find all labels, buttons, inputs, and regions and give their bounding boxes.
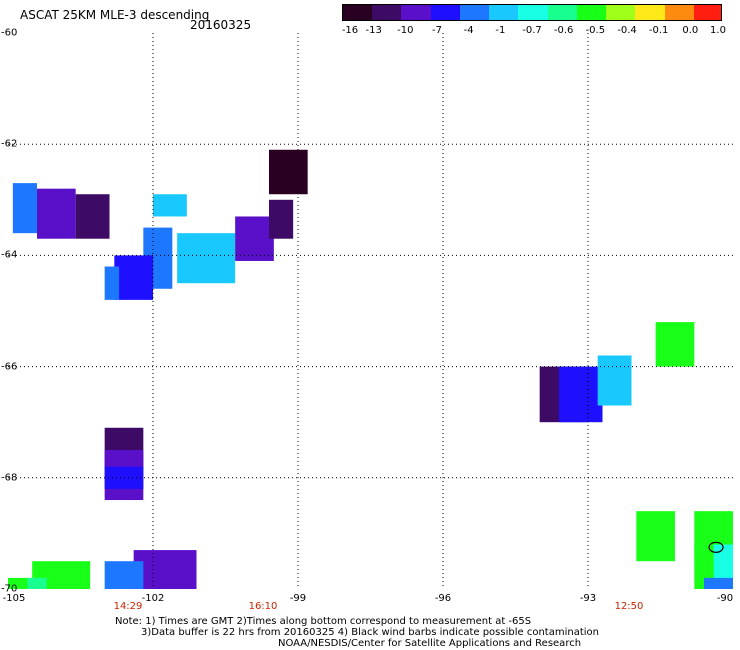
note-line-2: 3)Data buffer is 22 hrs from 20160325 4)… <box>141 627 599 638</box>
wind-cell <box>37 188 76 239</box>
wind-cell <box>597 355 632 406</box>
wind-cell <box>655 322 695 367</box>
wind-cell <box>559 366 603 423</box>
wind-cell <box>114 255 153 300</box>
latitude-tick-label: -62 <box>1 138 18 150</box>
colorbar-tick-label: -0.7 <box>522 25 542 36</box>
colorbar-segment <box>372 5 403 20</box>
note-line-1: Note: 1) Times are GMT 2)Times along bot… <box>115 616 532 627</box>
colorbar-segment <box>693 5 721 20</box>
wind-cell <box>153 194 187 217</box>
pass-time-label: 16:10 <box>248 601 278 612</box>
colorbar-tick-label: -0.6 <box>553 25 574 36</box>
colorbar-segment <box>459 5 491 20</box>
colorbar-segment <box>401 5 432 20</box>
note-line-3: NOAA/NESDIS/Center for Satellite Applica… <box>278 638 582 649</box>
colorbar-tick-label: -10 <box>397 25 414 36</box>
longitude-tick-label: -99 <box>289 593 307 604</box>
longitude-tick-label: -102 <box>141 593 165 604</box>
colorbar-segment <box>576 5 608 20</box>
latitude-tick-label: -70 <box>1 583 18 595</box>
wind-cell <box>636 511 675 562</box>
colorbar-segment <box>343 5 374 20</box>
colorbar-tick-label: 1.0 <box>710 25 726 36</box>
colorbar-tick-label: -1 <box>495 25 506 36</box>
wind-cell <box>12 183 37 234</box>
wind-cell <box>104 561 144 589</box>
wind-cell <box>177 233 236 284</box>
colorbar-segment <box>518 5 549 20</box>
wind-cell <box>27 577 47 589</box>
wind-cell <box>269 199 294 239</box>
colorbar-tick-label: -0.1 <box>648 25 669 36</box>
colorbar <box>342 4 722 21</box>
colorbar-segment <box>547 5 578 20</box>
wind-cell <box>75 194 110 239</box>
colorbar-tick-label: -4 <box>463 25 474 36</box>
wind-cell <box>269 149 308 195</box>
latitude-tick-label: -64 <box>1 249 18 261</box>
latitude-tick-label: -68 <box>1 472 18 484</box>
wind-cell <box>104 266 120 300</box>
colorbar-labels: -16 -13 -10 -7 -4 -1 -0.7 -0.6 -0.5 -0.4 -0.1 0.0 1.… <box>341 0 726 40</box>
longitude-tick-label: -96 <box>434 593 452 604</box>
wind-cell <box>133 550 197 589</box>
colorbar-tick-label: -7 <box>432 25 442 36</box>
colorbar-tick-label: 0.0 <box>682 25 699 36</box>
wind-cell <box>235 216 274 261</box>
longitude-tick-label: -105 <box>2 593 26 604</box>
colorbar-tick-label: -0.4 <box>617 25 637 36</box>
colorbar-tick-label: -13 <box>365 25 382 36</box>
pass-time-label: 14:29 <box>113 601 143 612</box>
pass-time-label: 12:50 <box>614 601 644 612</box>
colorbar-segment <box>606 5 637 20</box>
map-date: 20160325 <box>190 18 252 32</box>
latitude-tick-label: -60 <box>1 27 18 39</box>
contamination-marker <box>708 541 724 553</box>
map-title: ASCAT 25KM MLE-3 descending <box>20 8 210 22</box>
colorbar-segment <box>430 5 461 20</box>
colorbar-segment <box>664 5 695 20</box>
colorbar-tick-label: -16 <box>341 25 359 36</box>
wind-cell <box>704 577 733 589</box>
colorbar-tick-label: -0.5 <box>585 25 606 36</box>
wind-map <box>8 33 733 589</box>
latitude-tick-label: -66 <box>1 361 18 373</box>
colorbar-segment <box>635 5 666 20</box>
longitude-tick-label: -90 <box>716 593 734 604</box>
colorbar-segment <box>489 5 520 20</box>
longitude-tick-label: -93 <box>579 593 597 604</box>
